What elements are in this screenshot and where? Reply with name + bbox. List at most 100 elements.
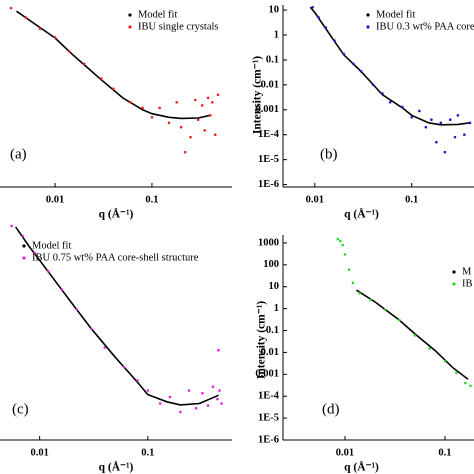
legend-label: Model fit (376, 9, 415, 20)
panel-label: (b) (320, 146, 338, 162)
legend-marker (22, 256, 26, 260)
legend-label: IBU 0.3 wt% PAA core- (376, 21, 474, 32)
panel-label: (c) (12, 401, 29, 417)
legend-marker (128, 25, 132, 29)
x-tick-label: 0.1 (405, 194, 418, 205)
data-point (216, 93, 220, 97)
data-point (317, 16, 321, 19)
data-point (82, 62, 86, 66)
y-tick-label: 0.001 (255, 104, 279, 115)
legend-marker (452, 270, 456, 274)
data-point (168, 395, 172, 399)
data-point (347, 268, 351, 271)
y-axis-label: Intensity (cm⁻¹) (252, 56, 264, 134)
data-point (136, 378, 139, 382)
data-point (218, 389, 221, 392)
data-point (21, 234, 25, 238)
data-point (196, 118, 200, 122)
data-point (167, 121, 171, 125)
data-point (430, 118, 433, 122)
legend-label: IB (462, 278, 473, 289)
data-point (200, 104, 204, 107)
data-point (351, 281, 355, 285)
data-point (464, 381, 467, 385)
data-point (112, 87, 115, 91)
data-point (103, 346, 107, 349)
data-point (220, 402, 223, 405)
data-point (46, 270, 50, 273)
y-tick-label: 0.1 (266, 325, 279, 336)
data-point (418, 109, 421, 113)
legend-label: Model fit (32, 240, 71, 251)
x-axis-label: q (Å⁻¹) (344, 460, 379, 474)
legend-label: M (462, 266, 472, 277)
data-point (359, 70, 363, 73)
x-axis-label: q (Å⁻¹) (344, 207, 379, 221)
legend-label: IBU single crystals (138, 21, 219, 32)
data-point (158, 402, 162, 405)
data-point (413, 334, 417, 337)
data-point (183, 150, 187, 154)
data-point (435, 140, 438, 144)
data-point (448, 118, 452, 122)
data-point (60, 288, 64, 291)
y-tick-label: 10 (269, 4, 280, 15)
y-tick-label: 1E-4 (258, 391, 280, 402)
y-tick-label: 1E-5 (258, 413, 279, 424)
data-point (400, 105, 404, 109)
y-tick-label: 1 (274, 303, 279, 314)
y-tick-label: 1E-6 (258, 179, 279, 190)
data-point (311, 5, 314, 9)
data-point (324, 26, 328, 29)
legend-marker (128, 13, 132, 17)
data-point (150, 116, 154, 119)
data-point (388, 100, 392, 104)
data-point (211, 385, 215, 389)
data-point (358, 292, 361, 295)
legend-label: Model fit (138, 9, 177, 20)
panel-label: (a) (10, 146, 27, 162)
data-point (89, 327, 93, 331)
data-point (381, 92, 384, 95)
data-point (129, 100, 132, 104)
plot-area (9, 6, 220, 154)
data-point (53, 36, 57, 39)
x-tick-label: 0.1 (141, 447, 154, 458)
data-point (371, 83, 375, 87)
data-point (146, 389, 150, 392)
data-point (33, 251, 36, 255)
data-point (341, 243, 345, 247)
data-point (336, 237, 340, 241)
data-point (187, 389, 191, 392)
data-point (439, 121, 443, 125)
data-point (67, 50, 71, 53)
x-tick-label: 0.1 (145, 194, 158, 205)
y-tick-label: 10 (269, 281, 280, 292)
data-point (75, 307, 78, 311)
data-point (9, 6, 13, 10)
panel-label: (d) (322, 401, 340, 417)
data-point (468, 121, 472, 125)
data-point (369, 298, 372, 302)
data-point (201, 391, 204, 395)
data-point (443, 150, 447, 154)
model-fit-line (355, 289, 469, 380)
plot-area (336, 237, 472, 388)
data-point (410, 116, 413, 119)
y-axis-label: Intensity (cm⁻¹) (256, 301, 268, 379)
legend-marker (452, 282, 456, 286)
data-point (339, 239, 342, 243)
data-point (211, 100, 214, 104)
legend-label: IBU 0.75 wt% PAA core-shell structure (32, 252, 199, 263)
data-point (383, 308, 387, 311)
data-point (100, 77, 103, 80)
y-tick-label: 0.001 (255, 369, 279, 380)
data-point (428, 347, 431, 350)
data-point (455, 371, 458, 374)
x-axis-label: q (Å⁻¹) (99, 460, 134, 474)
data-point (194, 406, 198, 410)
x-axis-label: q (Å⁻¹) (99, 207, 134, 221)
data-point (453, 135, 457, 139)
model-fit-line (15, 226, 219, 406)
data-point (342, 52, 346, 56)
